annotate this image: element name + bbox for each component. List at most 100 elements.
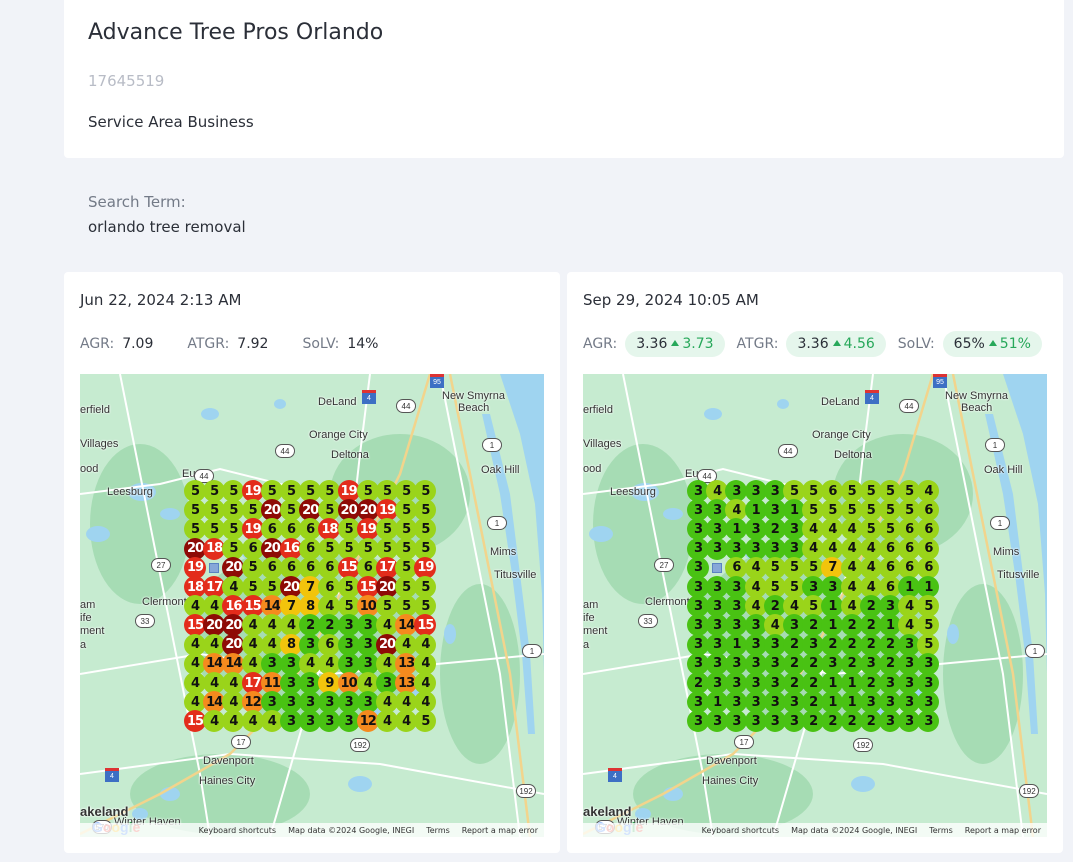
- rank-dot[interactable]: 5: [260, 480, 283, 502]
- rank-dot[interactable]: 3: [687, 480, 709, 502]
- rank-dot[interactable]: 3: [879, 595, 901, 618]
- rank-dot[interactable]: 5: [879, 518, 901, 541]
- rank-dot[interactable]: 5: [859, 518, 882, 541]
- rank-dot[interactable]: 5: [802, 595, 825, 618]
- rank-dot[interactable]: 3: [706, 710, 729, 733]
- report-map-error-link[interactable]: Report a map error: [964, 825, 1041, 835]
- rank-dot[interactable]: 4: [763, 614, 786, 637]
- rank-dot[interactable]: 3: [687, 614, 709, 637]
- rank-dot[interactable]: 2: [840, 652, 863, 675]
- rank-dot[interactable]: 2: [821, 710, 844, 733]
- rank-dot[interactable]: 5: [203, 499, 226, 522]
- rank-dot[interactable]: 5: [222, 480, 245, 502]
- rank-dot[interactable]: 4: [376, 614, 398, 637]
- rank-dot[interactable]: 6: [917, 537, 940, 560]
- rank-dot[interactable]: 3: [763, 537, 786, 560]
- rank-dot[interactable]: 2: [802, 614, 825, 637]
- rank-dot[interactable]: 6: [898, 537, 921, 560]
- rank-dot[interactable]: 1: [840, 672, 863, 694]
- rank-dot[interactable]: 4: [241, 614, 264, 637]
- rank-dot[interactable]: 5: [414, 480, 437, 502]
- rank-dot[interactable]: 15: [184, 614, 206, 637]
- rank-dot[interactable]: 4: [184, 691, 206, 714]
- rank-dot[interactable]: 2: [802, 652, 825, 675]
- rank-dot[interactable]: 5: [917, 633, 940, 656]
- rank-dot[interactable]: 1: [725, 633, 748, 656]
- rank-dot[interactable]: 3: [280, 710, 302, 733]
- rank-dot[interactable]: 5: [898, 480, 921, 502]
- rank-dot[interactable]: 4: [840, 556, 863, 579]
- rank-dot[interactable]: 4: [222, 691, 245, 714]
- rank-dot[interactable]: 5: [414, 537, 437, 560]
- rank-dot[interactable]: 20: [203, 614, 226, 637]
- rank-dot[interactable]: 8: [280, 633, 302, 656]
- rank-dot[interactable]: 5: [395, 576, 418, 598]
- rank-dot[interactable]: 9: [318, 672, 341, 694]
- rank-dot[interactable]: 5: [802, 556, 825, 579]
- rank-dot[interactable]: 3: [744, 672, 767, 694]
- rank-dot[interactable]: 5: [414, 710, 437, 733]
- rank-dot[interactable]: 14: [222, 652, 245, 675]
- rank-dot[interactable]: 3: [783, 614, 805, 637]
- rank-dot[interactable]: 4: [840, 537, 863, 560]
- rank-dot[interactable]: 5: [376, 537, 398, 560]
- rank-dot[interactable]: 2: [859, 595, 882, 618]
- rank-dot[interactable]: 15: [356, 576, 379, 598]
- rank-dot[interactable]: 1: [744, 499, 767, 522]
- rank-dot[interactable]: 3: [763, 672, 786, 694]
- rank-dot[interactable]: 5: [222, 499, 245, 522]
- rank-dot[interactable]: 5: [395, 499, 418, 522]
- rank-dot[interactable]: 4: [840, 518, 863, 541]
- rank-dot[interactable]: 3: [744, 480, 767, 502]
- rank-dot[interactable]: 5: [241, 556, 264, 579]
- rank-dot[interactable]: 4: [414, 672, 437, 694]
- rank-dot[interactable]: 19: [241, 480, 264, 502]
- rank-dot[interactable]: 4: [898, 614, 921, 637]
- rank-dot[interactable]: 3: [706, 595, 729, 618]
- rank-dot[interactable]: 3: [725, 652, 748, 675]
- rank-dot[interactable]: 5: [783, 576, 805, 598]
- rank-dot[interactable]: 5: [917, 614, 940, 637]
- rank-dot[interactable]: 3: [725, 480, 748, 502]
- rank-dot[interactable]: 3: [337, 652, 360, 675]
- rank-dot[interactable]: 4: [318, 595, 341, 618]
- rank-dot[interactable]: 17: [376, 556, 398, 579]
- rank-dot[interactable]: 2: [783, 652, 805, 675]
- rank-dot[interactable]: 4: [802, 537, 825, 560]
- rank-dot[interactable]: 2: [687, 672, 709, 694]
- rank-dot[interactable]: 3: [744, 518, 767, 541]
- rank-dot[interactable]: 2: [802, 672, 825, 694]
- rank-dot[interactable]: 5: [222, 518, 245, 541]
- rank-dot[interactable]: 4: [821, 518, 844, 541]
- rank-dot[interactable]: 3: [299, 710, 322, 733]
- rank-dot[interactable]: 4: [840, 576, 863, 598]
- rank-dot[interactable]: 5: [879, 499, 901, 522]
- rank-dot[interactable]: 10: [356, 595, 379, 618]
- rank-dot[interactable]: 5: [356, 537, 379, 560]
- rank-dot[interactable]: 5: [241, 499, 264, 522]
- rank-dot[interactable]: 18: [203, 537, 226, 560]
- rank-dot[interactable]: 3: [917, 672, 940, 694]
- rank-dot[interactable]: 4: [395, 633, 418, 656]
- rank-dot[interactable]: 20: [222, 556, 245, 579]
- rank-dot[interactable]: 5: [840, 480, 863, 502]
- rank-dot[interactable]: 5: [280, 499, 302, 522]
- rank-dot[interactable]: 4: [917, 480, 940, 502]
- rank-dot[interactable]: 3: [318, 710, 341, 733]
- rank-dot[interactable]: 2: [840, 710, 863, 733]
- rank-dot[interactable]: 2: [763, 595, 786, 618]
- rank-dot[interactable]: 1: [821, 672, 844, 694]
- rank-dot[interactable]: 2: [859, 614, 882, 637]
- rank-dot[interactable]: 3: [725, 595, 748, 618]
- rank-dot[interactable]: 3: [898, 691, 921, 714]
- rank-dot[interactable]: 3: [763, 480, 786, 502]
- rank-dot[interactable]: 4: [376, 691, 398, 714]
- rank-dot[interactable]: 3: [802, 576, 825, 598]
- rank-dot[interactable]: 5: [395, 537, 418, 560]
- rank-dot[interactable]: 6: [299, 518, 322, 541]
- rank-dot[interactable]: 3: [763, 633, 786, 656]
- rank-dot[interactable]: 10: [337, 672, 360, 694]
- rank-dot[interactable]: 3: [687, 537, 709, 560]
- rank-dot[interactable]: 5: [414, 595, 437, 618]
- rank-dot[interactable]: 3: [299, 633, 322, 656]
